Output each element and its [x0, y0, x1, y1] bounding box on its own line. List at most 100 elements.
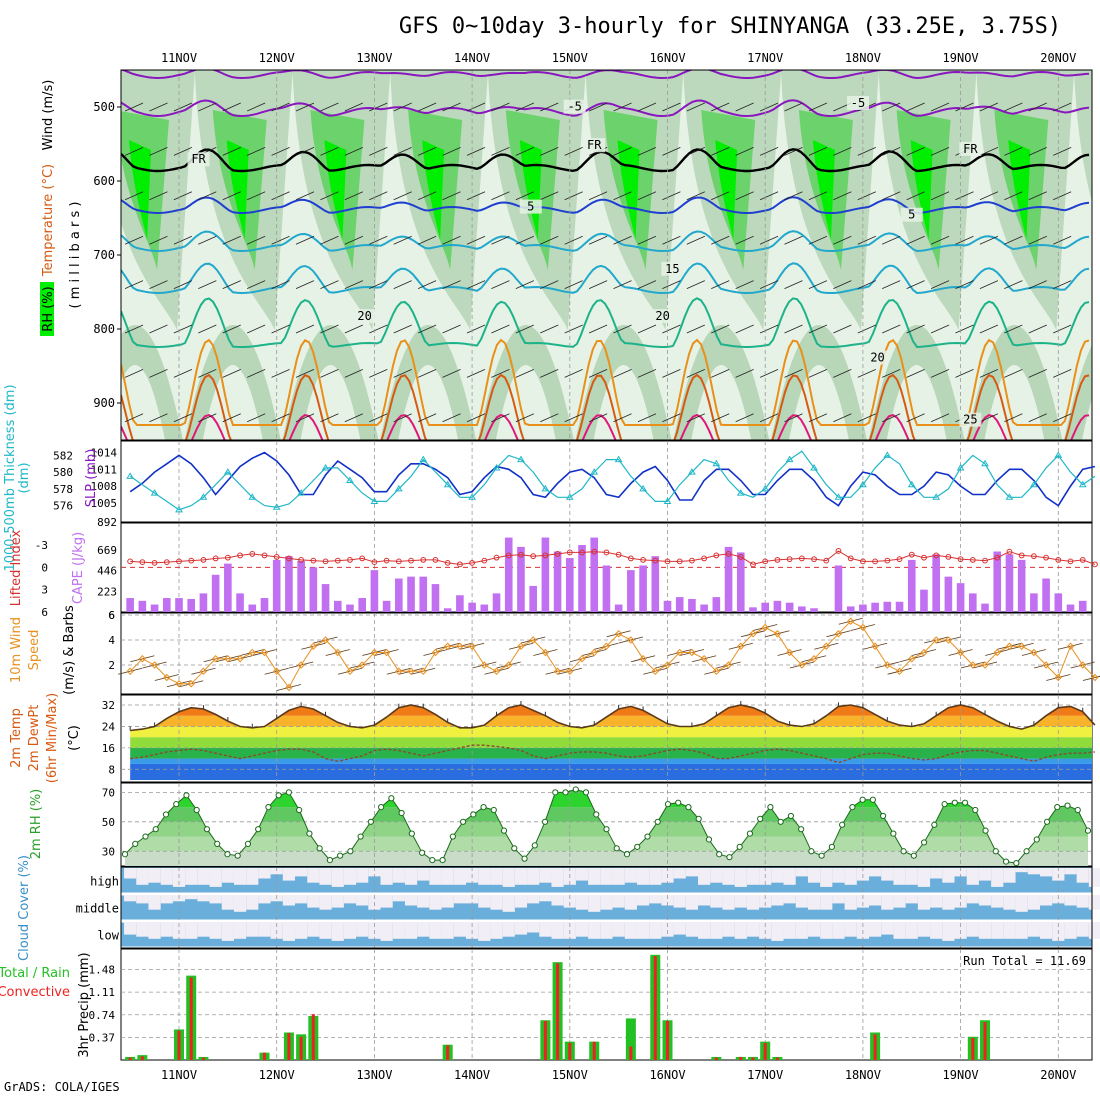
wind-barb: [466, 147, 486, 156]
lifted-index-point: [847, 555, 854, 562]
wind-barb: [979, 413, 999, 423]
thickness-point: [907, 480, 916, 488]
wind-title-3: (m/s) & Barbs: [62, 605, 77, 695]
wind-barb: [686, 324, 705, 334]
cloud-cell-high: [954, 868, 967, 877]
wind-barb-10m: [1082, 675, 1100, 681]
rh-point: [183, 792, 190, 799]
wind-barb: [735, 147, 754, 156]
rh-saturated-7: [812, 140, 835, 240]
cape-bar: [859, 604, 867, 612]
cape-bar: [675, 597, 684, 612]
wind-barb: [124, 235, 144, 245]
thickness-point: [1078, 480, 1087, 488]
lifted-index-point: [994, 554, 1001, 561]
wind-barb: [173, 280, 193, 289]
wind-barb: [369, 235, 388, 245]
cloud-cell-low: [343, 922, 357, 939]
cape-bar: [712, 597, 721, 612]
precip-tick-1: 0.74: [89, 1009, 116, 1022]
wind-barb: [417, 102, 437, 112]
wind-speed-point: [395, 667, 403, 675]
lifted-index-point: [542, 552, 549, 559]
wind-speed-point: [602, 642, 611, 650]
wind-speed-point: [663, 661, 672, 669]
wind-barb: [686, 191, 705, 201]
wind-barb: [466, 324, 486, 334]
wind-barb: [735, 324, 754, 334]
cloud-cell-low: [575, 922, 589, 937]
slp-tick-1008: 1008: [91, 480, 118, 493]
cloud-cell-high: [270, 868, 283, 875]
rh-point: [593, 811, 600, 818]
slp-frame: [120, 440, 1093, 523]
wind-barb: [564, 324, 583, 334]
wind-tick-top: 6: [108, 609, 115, 622]
cape-bar: [993, 551, 1002, 612]
rh-point: [1043, 818, 1051, 825]
cloud-cell-low: [978, 922, 992, 939]
wind-barb: [735, 280, 754, 289]
thickness-point: [297, 489, 306, 496]
wind-barb: [711, 191, 730, 201]
wind-speed-point: [272, 667, 281, 675]
wind-barb: [1028, 147, 1047, 156]
rh-point: [726, 854, 733, 861]
cloud-cell-low: [783, 922, 796, 939]
cloud-cell-low: [502, 922, 515, 937]
wind-speed-point: [1030, 648, 1038, 657]
date-label-bottom-14NOV: 14NOV: [454, 1068, 490, 1082]
cloud-cell-low: [612, 922, 625, 937]
temp-band-5: [130, 715, 1092, 727]
wind-barb: [222, 413, 241, 423]
wind-barb: [271, 147, 290, 156]
lifted-index-point: [1006, 548, 1013, 555]
wind-barb: [1053, 235, 1072, 245]
lifted-index-point: [896, 556, 903, 563]
cloud-cell-middle: [771, 895, 784, 906]
thickness-point: [614, 455, 623, 463]
wind-barb: [882, 102, 901, 112]
wind-speed-point: [309, 642, 318, 650]
wind-barb: [662, 413, 681, 423]
contour-label-6: 5: [908, 208, 915, 222]
lifted-index-point: [224, 554, 231, 561]
cape-tick-446: 446: [97, 565, 117, 578]
cape-bar: [688, 598, 696, 612]
wind-speed-point: [407, 667, 415, 675]
cloud-cell-middle: [551, 895, 564, 906]
rh-point: [337, 852, 344, 859]
cloud-cell-high: [233, 868, 247, 885]
wind-barb: [1053, 280, 1072, 289]
temp-title-2: 2m DewPt: [27, 705, 42, 772]
contour-label-bg-2: [959, 141, 982, 156]
wind-barb: [222, 324, 241, 334]
cloud-cell-middle: [1088, 895, 1100, 910]
precip-convective-bar: [629, 1046, 633, 1060]
wind-barb: [808, 147, 828, 156]
wind-barb: [857, 413, 876, 423]
wind-barb: [882, 280, 901, 289]
wind-barb: [564, 280, 583, 289]
rh-point: [859, 796, 866, 803]
wind-barb: [906, 102, 925, 112]
cloud-cell-low: [356, 922, 369, 937]
cloud-cell-high: [356, 868, 369, 883]
rh-point: [982, 827, 989, 834]
thickness-point: [126, 472, 135, 479]
lifted-index-point: [163, 559, 170, 566]
wind-speed-point: [798, 661, 806, 669]
cloud-cell-high: [539, 868, 552, 883]
cloud-cell-high: [417, 868, 430, 881]
cloud-cell-middle: [1027, 895, 1040, 910]
rh-point: [746, 830, 754, 837]
cloud-row-label-high: high: [90, 875, 119, 889]
wind-barb: [686, 280, 705, 289]
wind-barb: [149, 369, 168, 378]
rh-point: [685, 803, 692, 811]
wind-barb: [540, 102, 559, 112]
cloud-cell-low: [1064, 922, 1077, 939]
wind-barb: [1028, 191, 1047, 201]
precip-convective-bar: [128, 1057, 132, 1060]
